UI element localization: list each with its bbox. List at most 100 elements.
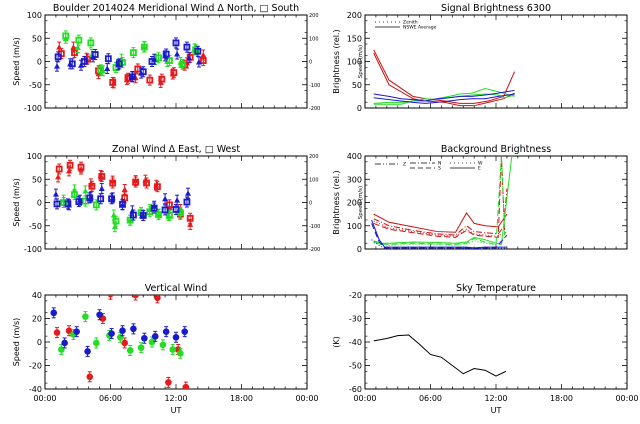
y-tick-label: 20 <box>32 315 42 324</box>
data-point-circle <box>137 344 145 351</box>
y-tick-label: 100 <box>27 11 42 20</box>
meridional-wind-panel: Boulder 2014024 Meridional Wind Δ North,… <box>12 3 364 113</box>
series-line-red-2 <box>373 188 508 236</box>
data-point-triangle <box>200 51 207 58</box>
right-y-tick-label: 100 <box>309 36 319 42</box>
data-point-square <box>179 60 186 68</box>
y-tick-label: 0 <box>37 58 42 67</box>
data-point-triangle <box>74 44 81 51</box>
data-point-circle <box>154 295 161 302</box>
y-axis-label: Speed (m/s) <box>12 37 21 86</box>
data-point-circle <box>84 348 91 355</box>
zonal-wind-panel: Zonal Wind Δ East, □ West 100 200 50 100 0 0 -5… <box>12 144 364 254</box>
data-point-square <box>104 55 112 63</box>
plot-area <box>54 30 207 89</box>
plot-area <box>371 156 513 249</box>
signal-brightness-panel: Signal Brightness 6300 200 150 100 50 0 Bright… <box>332 3 628 113</box>
y-axis-label: Speed (m/s) <box>12 178 21 227</box>
chart-title: Background Brightness <box>441 144 551 155</box>
x-tick-label: 00:00 <box>615 394 638 403</box>
data-point-square <box>146 208 154 216</box>
data-point-circle <box>169 346 177 353</box>
data-point-triangle <box>186 54 193 61</box>
data-point-square <box>155 54 162 62</box>
data-point-square <box>139 212 147 219</box>
series-line-red-1 <box>373 212 508 233</box>
data-point-square <box>112 217 120 225</box>
data-point-triangle <box>195 58 202 65</box>
series-line-temperature <box>373 334 507 377</box>
y-tick-label: -50 <box>29 222 42 231</box>
data-point-square <box>98 173 106 180</box>
data-point-triangle <box>104 65 111 71</box>
data-point-square <box>139 68 147 76</box>
data-point-square <box>121 194 129 202</box>
right-y-tick-label: -100 <box>309 83 320 89</box>
data-point-square <box>68 60 76 68</box>
y-tick-label: 100 <box>347 58 362 67</box>
legend-label: W <box>478 161 483 167</box>
series-blue-south <box>54 37 202 83</box>
plot-area <box>52 159 194 233</box>
series-line-green-3 <box>373 237 506 247</box>
data-point-square <box>108 195 115 203</box>
series-green <box>58 311 184 359</box>
data-point-circle <box>93 339 100 347</box>
series-line-blue-zenith <box>373 89 515 102</box>
plot-area <box>373 334 507 377</box>
x-tick-label: 06:00 <box>99 394 122 403</box>
y-axis-label: Brightness (rel.) <box>332 29 341 93</box>
x-tick-label: 18:00 <box>550 394 573 403</box>
data-point-square <box>172 206 180 213</box>
series-red <box>53 295 190 389</box>
data-point-square <box>132 178 140 186</box>
data-point-square <box>183 43 191 51</box>
chart-title: Zonal Wind Δ East, □ West <box>112 144 240 155</box>
right-y-axis-label: Speed (m/s) <box>358 45 364 78</box>
y-tick-label: -40 <box>29 385 42 394</box>
data-point-circle <box>58 346 65 353</box>
data-point-circle <box>96 311 103 319</box>
data-point-square <box>130 49 137 57</box>
data-point-triangle <box>185 190 192 196</box>
y-tick-label: 40 <box>32 291 42 300</box>
data-point-triangle <box>55 173 62 180</box>
data-point-circle <box>86 373 94 381</box>
data-point-triangle <box>174 197 181 203</box>
series-line-red-4 <box>373 220 507 237</box>
x-axis-label: UT <box>171 406 182 415</box>
data-point-square <box>154 183 161 191</box>
y-axis-label: Brightness (rel.) <box>332 170 341 234</box>
data-point-circle <box>126 347 134 354</box>
y-tick-label: 300 <box>347 175 362 184</box>
series-blue <box>50 307 189 357</box>
data-point-square <box>166 212 173 219</box>
data-point-square <box>109 179 117 187</box>
data-point-triangle <box>98 185 105 192</box>
data-point-circle <box>177 349 184 357</box>
data-point-square <box>66 161 74 169</box>
y-tick-label: 150 <box>347 34 362 43</box>
x-tick-label: 06:00 <box>419 394 442 403</box>
data-point-square <box>75 198 83 205</box>
sky-temperature-panel: Sky Temperature 00:00 06:00 12:00 18:00 00:00… <box>332 283 639 415</box>
right-y-tick-label: 100 <box>309 177 319 183</box>
y-axis-label: (K) <box>332 336 341 348</box>
y-tick-label: -50 <box>29 81 42 90</box>
x-tick-label: 12:00 <box>484 394 507 403</box>
data-point-circle <box>65 327 73 335</box>
data-point-circle <box>121 339 128 347</box>
data-point-circle <box>162 328 170 335</box>
right-y-tick-label: 0 <box>309 60 312 66</box>
data-point-circle <box>148 338 156 346</box>
data-point-square <box>77 163 85 171</box>
y-tick-label: 0 <box>357 104 362 113</box>
y-tick-label: -60 <box>349 385 362 394</box>
series-line-green-2 <box>373 156 506 245</box>
data-point-circle <box>82 313 89 320</box>
right-y-tick-label: 200 <box>309 154 319 160</box>
chart-title: Sky Temperature <box>456 283 536 294</box>
series-line-green-1 <box>373 156 513 245</box>
x-tick-label: 12:00 <box>164 394 187 403</box>
